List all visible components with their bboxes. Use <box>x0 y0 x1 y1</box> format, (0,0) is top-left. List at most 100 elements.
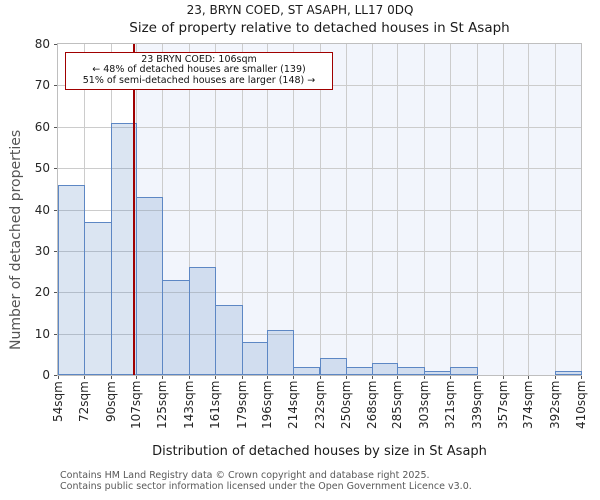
x-tick-label: 90sqm <box>103 381 118 422</box>
x-tick-label: 125sqm <box>155 381 170 430</box>
gridline-vertical <box>188 44 190 375</box>
subject-property-marker-line <box>133 44 136 375</box>
annotation-larger-stat: 51% of semi-detached houses are larger (… <box>82 74 316 86</box>
x-tick-label: 250sqm <box>338 381 353 430</box>
x-tick-mark <box>581 376 582 379</box>
y-tick-mark <box>54 85 57 87</box>
x-tick-mark <box>110 376 112 379</box>
x-tick-mark <box>476 376 478 379</box>
gridline-vertical <box>528 44 530 375</box>
y-tick-mark <box>54 44 57 45</box>
x-tick-label: 321sqm <box>443 381 458 430</box>
x-tick-label: 179sqm <box>234 381 249 430</box>
y-tick-mark <box>54 250 57 252</box>
histogram-bar <box>135 197 164 375</box>
gridline-vertical <box>554 44 556 375</box>
x-tick-label: 143sqm <box>181 381 196 430</box>
y-tick-label: 50 <box>34 161 50 176</box>
y-tick-label: 40 <box>34 202 50 217</box>
histogram-bar <box>188 267 217 375</box>
histogram-bar <box>162 279 190 375</box>
gridline-vertical <box>372 44 374 375</box>
x-tick-mark <box>345 376 347 379</box>
histogram-bar <box>293 366 321 375</box>
x-tick-mark <box>241 376 243 379</box>
y-tick-mark <box>54 126 57 128</box>
histogram-bar <box>241 341 268 375</box>
gridline-vertical <box>241 44 243 375</box>
annotation-box: 23 BRYN COED: 106sqm ← 48% of detached h… <box>65 52 333 91</box>
x-tick-label: 374sqm <box>521 381 536 430</box>
histogram-bar <box>110 122 137 375</box>
gridline-vertical <box>423 44 425 375</box>
x-tick-mark <box>162 376 164 379</box>
x-tick-mark <box>450 376 452 379</box>
x-tick-mark <box>58 376 59 379</box>
x-tick-mark <box>84 376 86 379</box>
histogram-bar <box>58 184 86 375</box>
footer-line-1: Contains HM Land Registry data © Crown c… <box>60 470 430 481</box>
x-tick-label: 72sqm <box>77 381 92 422</box>
x-tick-label: 285sqm <box>390 381 405 430</box>
y-tick-mark <box>54 292 57 294</box>
y-tick-label: 30 <box>34 243 50 258</box>
x-axis-label: Distribution of detached houses by size … <box>152 444 487 459</box>
x-tick-label: 268sqm <box>365 381 380 430</box>
y-tick-mark <box>54 333 57 335</box>
histogram-bar <box>319 358 347 375</box>
chart-subtitle: Size of property relative to detached ho… <box>129 20 510 36</box>
gridline-vertical <box>319 44 321 375</box>
y-tick-mark <box>54 209 57 211</box>
y-tick-label: 0 <box>42 368 50 382</box>
histogram-bar <box>423 370 452 375</box>
histogram-bar <box>266 329 295 375</box>
x-tick-mark <box>266 376 268 379</box>
gridline-vertical <box>503 44 505 375</box>
x-tick-label: 339sqm <box>469 381 484 430</box>
x-tick-mark <box>135 376 137 379</box>
x-tick-label: 196sqm <box>259 381 274 430</box>
histogram-bar <box>345 366 374 375</box>
x-tick-label: 214sqm <box>286 381 301 430</box>
x-tick-label: 357sqm <box>496 381 511 430</box>
histogram-bar <box>215 304 243 375</box>
x-tick-label: 54sqm <box>51 381 65 422</box>
y-tick-label: 60 <box>34 119 50 134</box>
y-tick-mark <box>54 375 57 376</box>
y-tick-label: 70 <box>34 78 50 93</box>
x-tick-mark <box>423 376 425 379</box>
histogram-bar <box>554 370 582 375</box>
x-tick-label: 410sqm <box>574 381 588 430</box>
x-tick-label: 107sqm <box>128 381 143 430</box>
x-tick-mark <box>293 376 295 379</box>
x-tick-label: 232sqm <box>312 381 327 430</box>
histogram-bar <box>397 366 425 375</box>
gridline-vertical <box>476 44 478 375</box>
histogram-bar <box>84 221 112 375</box>
gridline-vertical <box>266 44 268 375</box>
chart-title: 23, BRYN COED, ST ASAPH, LL17 0DQ <box>186 3 414 17</box>
x-tick-mark <box>188 376 190 379</box>
footer-line-2: Contains public sector information licen… <box>60 481 472 492</box>
x-tick-mark <box>397 376 399 379</box>
x-tick-label: 392sqm <box>547 381 562 430</box>
histogram-bar <box>450 366 478 375</box>
y-tick-label: 10 <box>34 326 50 341</box>
y-tick-label: 20 <box>34 285 50 300</box>
gridline-vertical <box>215 44 217 375</box>
y-tick-label: 80 <box>34 37 50 51</box>
gridline-vertical <box>397 44 399 375</box>
gridline-vertical <box>345 44 347 375</box>
annotation-property-size: 23 BRYN COED: 106sqm <box>141 54 257 65</box>
gridline-vertical <box>450 44 452 375</box>
x-tick-mark <box>503 376 505 379</box>
histogram-bar <box>372 362 399 375</box>
x-tick-mark <box>319 376 321 379</box>
x-tick-label: 161sqm <box>208 381 223 430</box>
x-tick-mark <box>528 376 530 379</box>
footer-attribution: Contains HM Land Registry data © Crown c… <box>60 470 472 492</box>
plot-area: 23 BRYN COED: 106sqm ← 48% of detached h… <box>57 43 582 376</box>
annotation-smaller-stat: ← 48% of detached houses are smaller (13… <box>92 64 306 76</box>
x-tick-mark <box>215 376 217 379</box>
